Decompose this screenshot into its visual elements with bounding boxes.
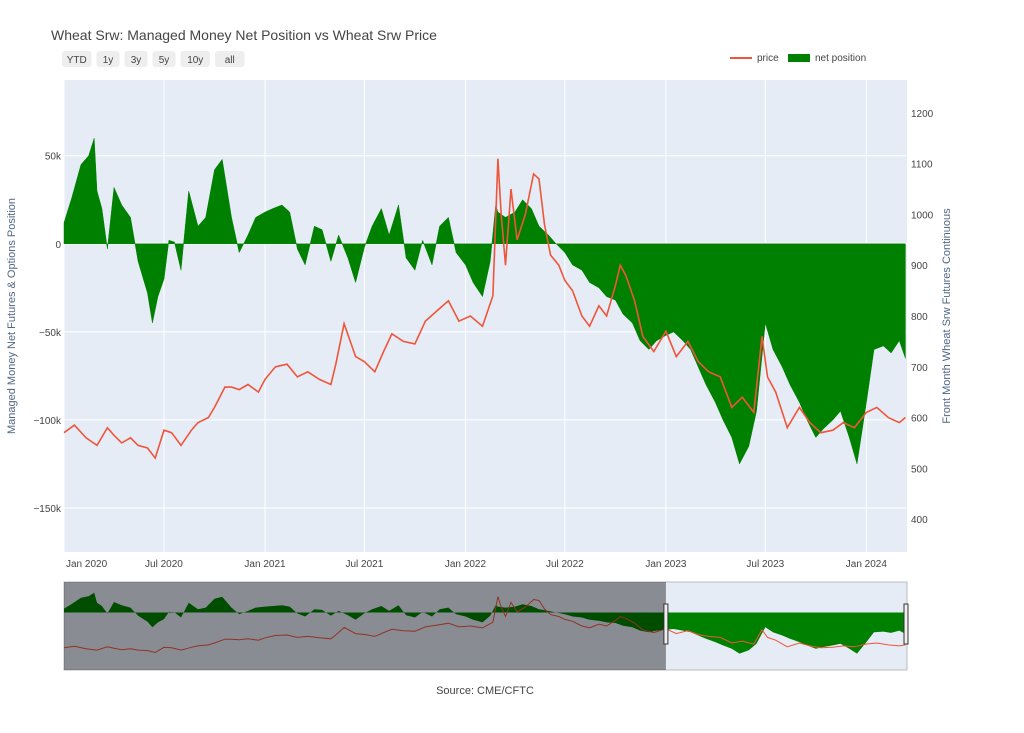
range-slider-handle-right[interactable] bbox=[903, 603, 909, 645]
range-button-ytd[interactable]: YTD bbox=[62, 51, 92, 67]
x-tick-label: Jul 2023 bbox=[746, 559, 784, 570]
range-slider[interactable] bbox=[63, 581, 909, 671]
y-right-tick-label: 900 bbox=[911, 261, 928, 272]
y-left-tick-label: −50k bbox=[39, 328, 62, 339]
legend: price net position bbox=[730, 53, 866, 64]
legend-item-price[interactable]: price bbox=[730, 53, 779, 64]
y-right-tick-label: 500 bbox=[911, 464, 928, 475]
price-series bbox=[63, 158, 906, 460]
x-tick-label: Jan 2024 bbox=[846, 559, 888, 570]
source-note: Source: CME/CFTC bbox=[436, 685, 534, 697]
y-right-tick-label: 400 bbox=[911, 515, 928, 526]
x-axis-ticks: Jan 2020 Jul 2020 Jan 2021 Jul 2021 Jan 2022… bbox=[66, 559, 887, 570]
x-tick-label: Jan 2023 bbox=[645, 559, 687, 570]
x-tick-label: Jul 2022 bbox=[546, 559, 584, 570]
y-right-tick-label: 800 bbox=[911, 312, 928, 323]
legend-item-net-position[interactable]: net position bbox=[788, 53, 866, 64]
y-right-tick-label: 1000 bbox=[911, 210, 934, 221]
y-left-tick-label: −100k bbox=[33, 416, 62, 427]
net-position-series bbox=[63, 138, 906, 465]
chart-title: Wheat Srw: Managed Money Net Position vs… bbox=[51, 27, 437, 43]
x-tick-label: Jan 2022 bbox=[445, 559, 487, 570]
net-position-area bbox=[63, 138, 906, 465]
range-button-10y[interactable]: 10y bbox=[180, 51, 211, 67]
x-tick-label: Jan 2021 bbox=[244, 559, 286, 570]
legend-label: net position bbox=[815, 53, 866, 64]
price-line bbox=[63, 158, 906, 460]
range-slider-price-line bbox=[63, 596, 906, 654]
y-right-axis-title: Front Month Wheat Srw Futures Continuous bbox=[941, 208, 953, 424]
y-left-axis-title: Managed Money Net Futures & Options Posi… bbox=[6, 198, 18, 434]
range-buttons: YTD 1y 3y 5y 10y all bbox=[62, 51, 245, 67]
x-tick-label: Jul 2021 bbox=[345, 559, 383, 570]
legend-label: price bbox=[757, 53, 779, 64]
y-left-axis-ticks: 50k 0 −50k −100k −150k bbox=[33, 152, 62, 515]
y-left-tick-label: 0 bbox=[55, 240, 61, 251]
y-left-tick-label: −150k bbox=[33, 504, 62, 515]
y-right-axis-ticks: 1200 1100 1000 900 800 700 600 500 400 bbox=[911, 109, 934, 526]
x-tick-label: Jan 2020 bbox=[66, 559, 108, 570]
range-button-3y[interactable]: 3y bbox=[124, 51, 148, 67]
range-button-5y[interactable]: 5y bbox=[152, 51, 176, 67]
range-button-all[interactable]: all bbox=[215, 51, 245, 67]
y-left-tick-label: 50k bbox=[45, 152, 62, 163]
range-button-1y[interactable]: 1y bbox=[96, 51, 120, 67]
y-right-tick-label: 1200 bbox=[911, 109, 934, 120]
x-tick-label: Jul 2020 bbox=[145, 559, 183, 570]
range-slider-handle-left[interactable] bbox=[663, 603, 669, 645]
range-slider-net-area bbox=[64, 592, 906, 654]
y-right-tick-label: 600 bbox=[911, 414, 928, 425]
y-right-tick-label: 700 bbox=[911, 363, 928, 374]
y-right-tick-label: 1100 bbox=[911, 160, 933, 171]
range-slider-mask bbox=[64, 582, 666, 670]
